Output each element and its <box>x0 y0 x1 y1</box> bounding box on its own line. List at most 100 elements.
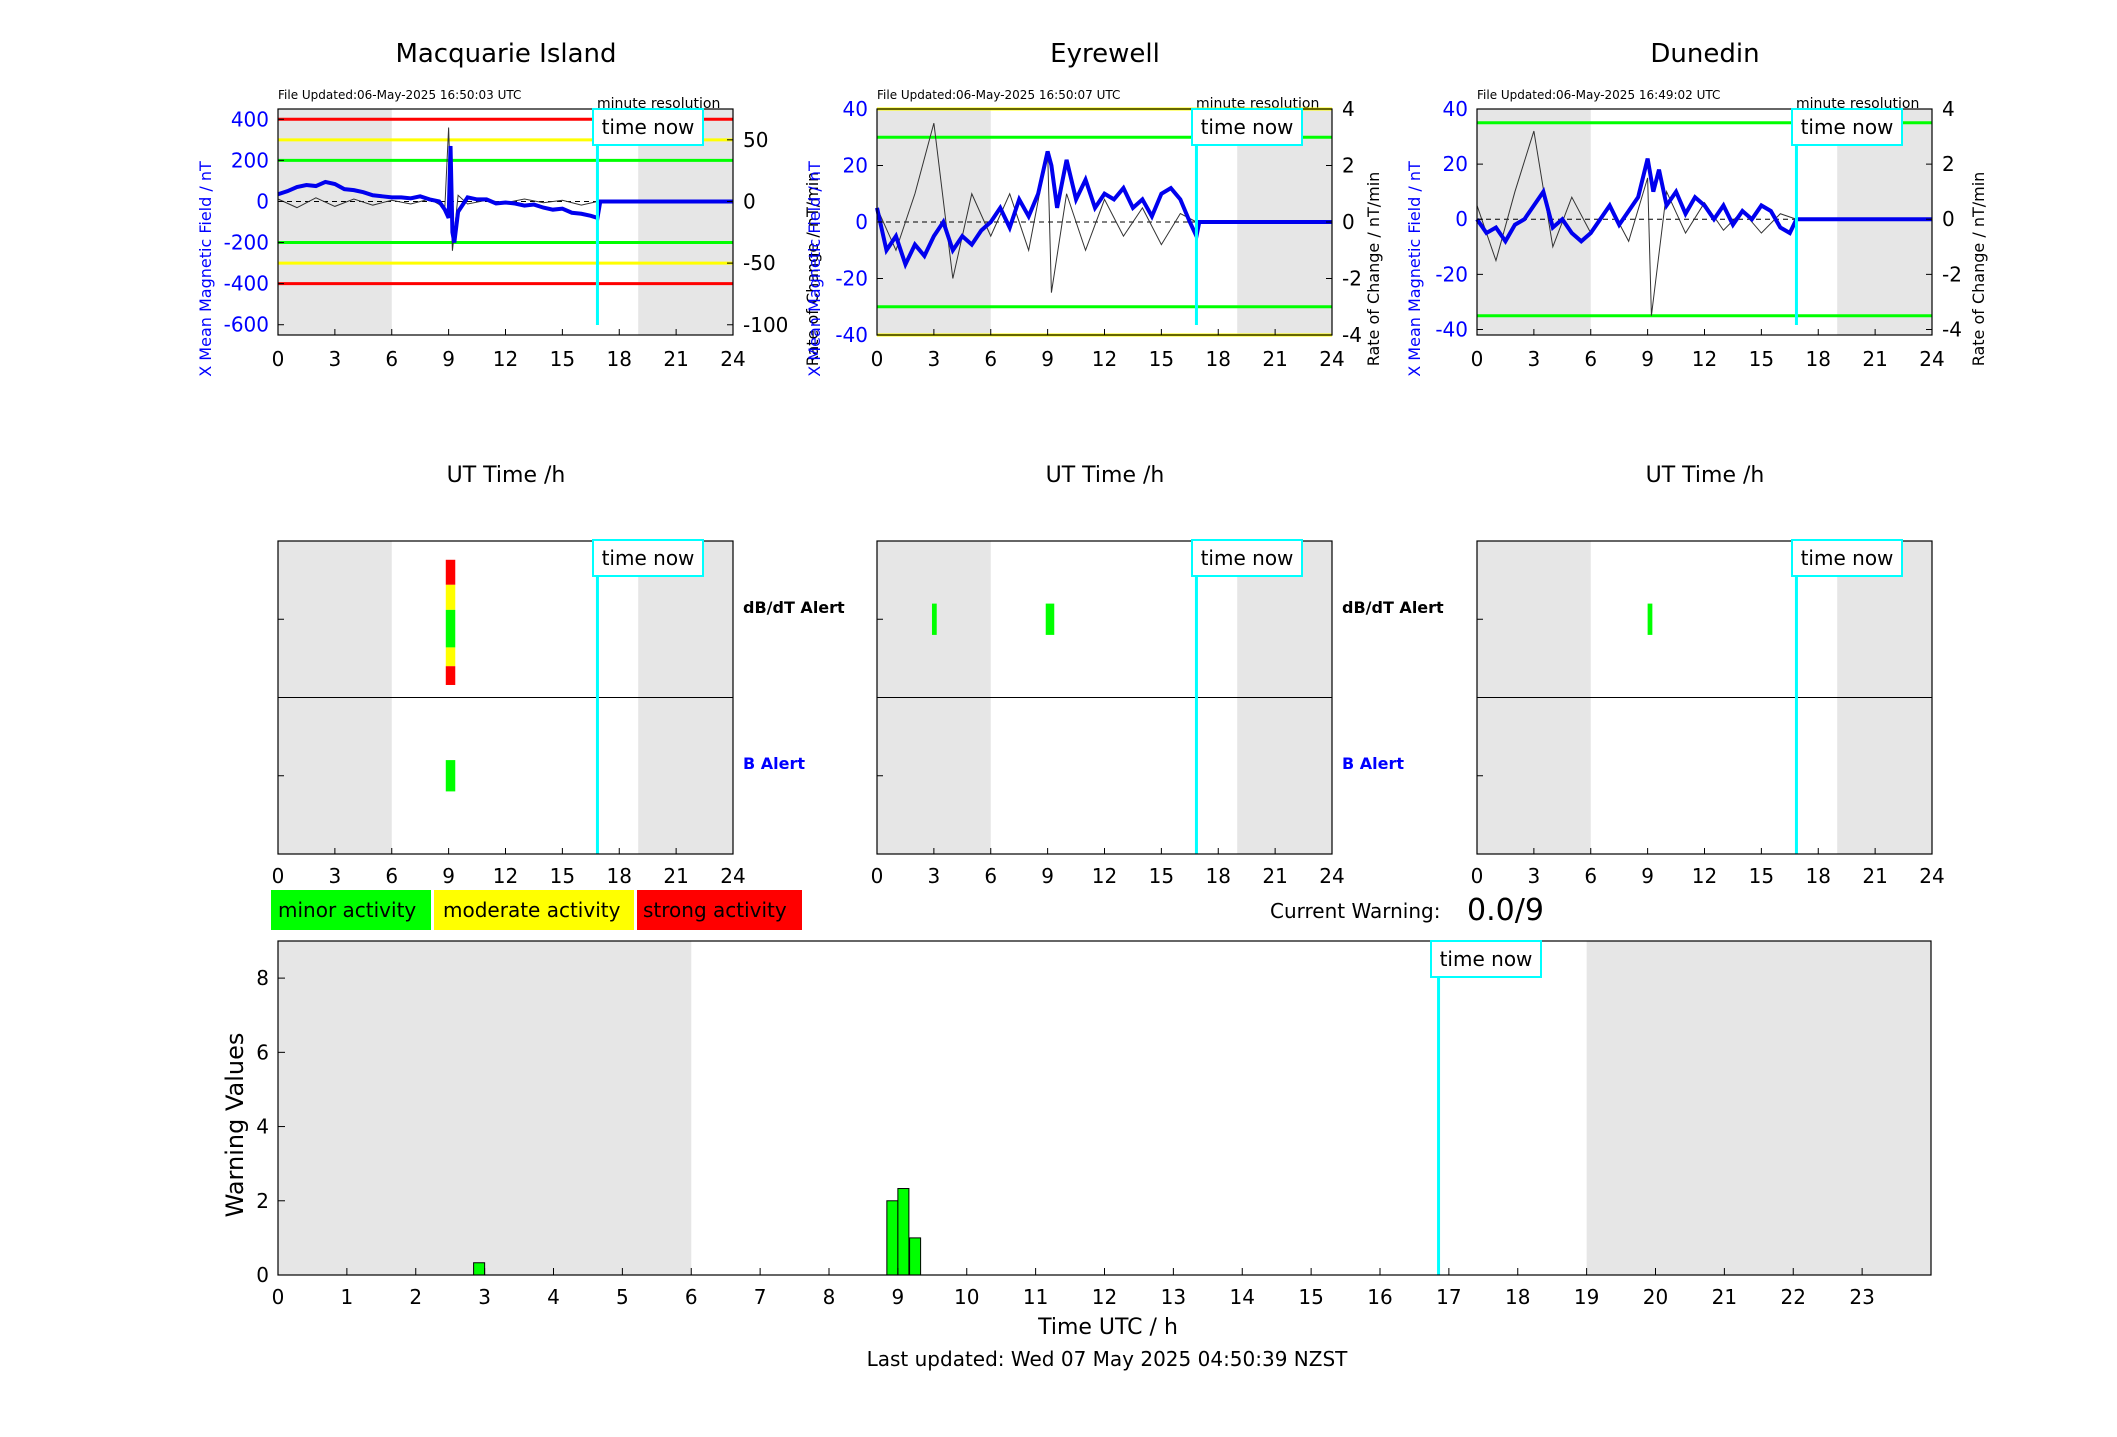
x-tick-label: 6 <box>385 347 398 371</box>
y-axis-label-right: Rate of Change / nT/min <box>803 172 822 367</box>
field-trace <box>1475 158 1932 246</box>
panel-title: Dunedin <box>1650 39 1759 69</box>
plot-area: 0 3 6 9 12 15 18 21 24 -600 -400 -200 0 200 400 -100 -50… <box>224 107 789 371</box>
x-tick-label: 18 <box>607 864 632 888</box>
time-now-label: time now <box>602 546 695 570</box>
field-trace <box>875 150 1332 270</box>
alert-panel-eyrewell: 0 3 6 9 12 15 18 21 24 dB/dT Alert B Alert time … <box>871 539 1444 888</box>
night-shading <box>1586 941 1931 1275</box>
x-tick-label: 24 <box>1919 347 1944 371</box>
top-panel-macquarie: Macquarie Island File Updated:06-May-202… <box>196 39 822 488</box>
x-tick-label: 6 <box>1584 864 1597 888</box>
dbdt-alert-label: dB/dT Alert <box>1342 598 1444 617</box>
dbdt-alert-label: dB/dT Alert <box>743 598 845 617</box>
x-tick-label: 6 <box>984 864 997 888</box>
x-tick-label: 0 <box>1471 347 1484 371</box>
alert-panel-dunedin: 0 3 6 9 12 15 18 21 24 time now <box>1471 539 1945 888</box>
time-now-box: time now <box>1430 940 1542 978</box>
y-tick-label: 6 <box>256 1040 269 1064</box>
x-tick-label: 14 <box>1230 1285 1255 1309</box>
x-tick-label: 21 <box>1712 1285 1737 1309</box>
x-tick-label: 9 <box>1041 347 1054 371</box>
x-tick-label: 9 <box>1641 347 1654 371</box>
x-tick-label: 9 <box>442 864 455 888</box>
y-tick-label-right: 0 <box>1942 207 1955 231</box>
panel-title: Eyrewell <box>1050 39 1160 69</box>
y-tick-label-left: 40 <box>843 97 868 121</box>
y-tick-label-left: 400 <box>231 107 269 131</box>
y-tick-label-left: 200 <box>231 148 269 172</box>
x-tick-label: 6 <box>1584 347 1597 371</box>
y-axis-label-left: X Mean Magnetic Field / nT <box>196 161 215 377</box>
x-tick-label: 12 <box>1092 864 1117 888</box>
x-tick-label: 6 <box>984 347 997 371</box>
x-tick-label: 24 <box>720 347 745 371</box>
y-tick-label: 2 <box>256 1189 269 1213</box>
alert-plot-area: 0 3 6 9 12 15 18 21 24 <box>1471 540 1945 888</box>
alert-plot-area: 0 3 6 9 12 15 18 21 24 <box>871 540 1345 888</box>
x-tick-label: 18 <box>1806 864 1831 888</box>
y-tick-label-left: -40 <box>1435 317 1468 341</box>
night-shading <box>278 109 392 335</box>
y-tick-label-left: -40 <box>835 323 868 347</box>
warning-values-chart: 0 1 2 3 4 5 6 7 8 9 10 11 12 13 14 15 16 17 18 19 20 21 22 2302… <box>221 940 1932 1340</box>
y-tick-label-right: 0 <box>743 189 756 213</box>
x-tick-label: 20 <box>1643 1285 1668 1309</box>
y-tick-label-left: -600 <box>224 313 269 337</box>
alert-block-strong <box>445 559 456 585</box>
x-axis-label: Time UTC / h <box>1037 1315 1178 1340</box>
warning-bar <box>909 1237 922 1276</box>
file-updated-label: File Updated:06-May-2025 16:50:03 UTC <box>278 88 521 102</box>
x-tick-label: 24 <box>1919 864 1944 888</box>
y-tick-label-left: -20 <box>835 267 868 291</box>
y-tick-label-left: 20 <box>843 154 868 178</box>
y-tick-label-right: -50 <box>743 251 776 275</box>
x-tick-label: 6 <box>385 864 398 888</box>
legend-minor-label: minor activity <box>278 898 416 922</box>
x-tick-label: 21 <box>1862 347 1887 371</box>
alert-block-minor <box>1045 603 1055 635</box>
time-now-box: time now <box>592 108 704 146</box>
x-tick-label: 10 <box>954 1285 979 1309</box>
x-tick-label: 17 <box>1436 1285 1461 1309</box>
legend-moderate-label: moderate activity <box>443 898 621 922</box>
alert-panel-macquarie: 0 3 6 9 12 15 18 21 24 dB/dT Alert B Alert time … <box>272 539 845 888</box>
x-tick-label: 9 <box>892 1285 905 1309</box>
x-tick-label: 3 <box>329 347 342 371</box>
x-tick-label: 1 <box>341 1285 354 1309</box>
x-tick-label: 12 <box>493 864 518 888</box>
x-axis-label: UT Time /h <box>447 463 566 488</box>
x-axis-label: UT Time /h <box>1646 463 1765 488</box>
x-tick-label: 18 <box>1206 347 1231 371</box>
x-tick-label: 22 <box>1781 1285 1806 1309</box>
x-tick-label: 7 <box>754 1285 767 1309</box>
x-tick-label: 3 <box>928 864 941 888</box>
time-now-label: time now <box>1440 947 1533 971</box>
x-tick-label: 8 <box>823 1285 836 1309</box>
x-tick-label: 3 <box>478 1285 491 1309</box>
time-now-label: time now <box>1801 546 1894 570</box>
y-axis-label-left: X Mean Magnetic Field / nT <box>1405 161 1424 377</box>
x-tick-label: 16 <box>1367 1285 1392 1309</box>
night-shading <box>638 109 733 335</box>
x-tick-label: 11 <box>1023 1285 1048 1309</box>
x-tick-label: 12 <box>1692 864 1717 888</box>
x-tick-label: 15 <box>1749 347 1774 371</box>
legend-strong-label: strong activity <box>643 898 787 922</box>
y-axis-label-right: Rate of Change / nT/min <box>1969 172 1988 367</box>
y-tick-label: 0 <box>256 1263 269 1287</box>
x-tick-label: 18 <box>1806 347 1831 371</box>
alert-block-minor <box>445 760 456 792</box>
y-axis-label-right: Rate of Change / nT/min <box>1364 172 1383 367</box>
last-updated-label: Last updated: Wed 07 May 2025 04:50:39 N… <box>867 1347 1349 1371</box>
y-tick-label-left: -200 <box>224 231 269 255</box>
legend-minor-swatch <box>271 890 431 930</box>
b-alert-label: B Alert <box>743 754 805 773</box>
x-tick-label: 15 <box>1298 1285 1323 1309</box>
y-tick-label-left: 20 <box>1443 152 1468 176</box>
field-trace <box>277 145 733 243</box>
panel-title: Macquarie Island <box>395 39 616 69</box>
